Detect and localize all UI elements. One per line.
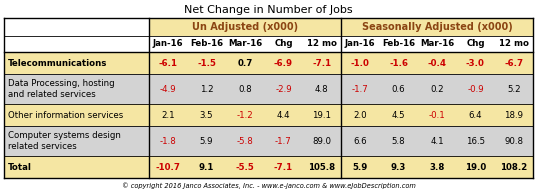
- Bar: [341, 18, 533, 36]
- Bar: [341, 36, 533, 52]
- Text: 0.2: 0.2: [430, 85, 444, 93]
- Text: 108.2: 108.2: [500, 163, 527, 172]
- Text: 4.4: 4.4: [277, 111, 290, 119]
- Bar: [341, 126, 533, 156]
- Text: -6.7: -6.7: [504, 58, 524, 68]
- Bar: [4, 18, 149, 36]
- Text: 2.0: 2.0: [353, 111, 367, 119]
- Text: Un Adjusted (x000): Un Adjusted (x000): [192, 22, 298, 32]
- Text: Telecommunications: Telecommunications: [8, 58, 107, 68]
- Text: 5.9: 5.9: [200, 136, 213, 146]
- Text: 89.0: 89.0: [313, 136, 331, 146]
- Text: -7.1: -7.1: [274, 163, 293, 172]
- Bar: [4, 74, 149, 104]
- Text: 6.6: 6.6: [353, 136, 367, 146]
- Text: Chg: Chg: [274, 40, 293, 48]
- Bar: [149, 126, 341, 156]
- Text: -1.8: -1.8: [160, 136, 177, 146]
- Text: 3.5: 3.5: [200, 111, 213, 119]
- Text: 4.1: 4.1: [430, 136, 444, 146]
- Bar: [341, 104, 533, 126]
- Text: -1.7: -1.7: [352, 85, 368, 93]
- Text: -6.1: -6.1: [159, 58, 178, 68]
- Bar: [149, 36, 341, 52]
- Text: 18.9: 18.9: [504, 111, 523, 119]
- Text: Mar-16: Mar-16: [228, 40, 262, 48]
- Text: -5.8: -5.8: [237, 136, 253, 146]
- Text: 3.8: 3.8: [429, 163, 445, 172]
- Text: Net Change in Number of Jobs: Net Change in Number of Jobs: [184, 5, 353, 15]
- Text: Other information services: Other information services: [8, 111, 124, 119]
- Text: -1.0: -1.0: [351, 58, 369, 68]
- Text: Chg: Chg: [466, 40, 485, 48]
- Text: © copyright 2016 Janco Associates, Inc. - www.e-janco.com & www.eJobDescription.: © copyright 2016 Janco Associates, Inc. …: [121, 183, 416, 189]
- Text: 9.1: 9.1: [199, 163, 214, 172]
- Text: 12 mo: 12 mo: [307, 40, 337, 48]
- Bar: [341, 156, 533, 178]
- Text: Mar-16: Mar-16: [420, 40, 454, 48]
- Text: -6.9: -6.9: [274, 58, 293, 68]
- Text: Feb-16: Feb-16: [190, 40, 223, 48]
- Text: 1.2: 1.2: [200, 85, 213, 93]
- Text: -7.1: -7.1: [312, 58, 331, 68]
- Text: Seasonally Adjusted (x000): Seasonally Adjusted (x000): [361, 22, 512, 32]
- Text: -1.7: -1.7: [275, 136, 292, 146]
- Text: 0.6: 0.6: [392, 85, 405, 93]
- Text: -10.7: -10.7: [156, 163, 180, 172]
- Text: -1.2: -1.2: [237, 111, 253, 119]
- Bar: [4, 52, 149, 74]
- Text: -4.9: -4.9: [160, 85, 177, 93]
- Text: -0.9: -0.9: [467, 85, 484, 93]
- Text: 19.1: 19.1: [313, 111, 331, 119]
- Text: 5.8: 5.8: [392, 136, 405, 146]
- Bar: [341, 52, 533, 74]
- Text: -1.6: -1.6: [389, 58, 408, 68]
- Text: 2.1: 2.1: [162, 111, 175, 119]
- Bar: [4, 126, 149, 156]
- Text: Jan-16: Jan-16: [153, 40, 184, 48]
- Text: Total: Total: [8, 163, 32, 172]
- Text: Data Processing, hosting
and related services: Data Processing, hosting and related ser…: [8, 79, 114, 99]
- Text: 19.0: 19.0: [465, 163, 486, 172]
- Bar: [4, 36, 149, 52]
- Text: 16.5: 16.5: [466, 136, 485, 146]
- Bar: [149, 52, 341, 74]
- Text: 5.9: 5.9: [353, 163, 368, 172]
- Text: 4.5: 4.5: [392, 111, 405, 119]
- Text: 0.8: 0.8: [238, 85, 252, 93]
- Text: -2.9: -2.9: [275, 85, 292, 93]
- Bar: [149, 74, 341, 104]
- Bar: [149, 18, 341, 36]
- Bar: [149, 156, 341, 178]
- Text: -0.4: -0.4: [427, 58, 446, 68]
- Text: 4.8: 4.8: [315, 85, 329, 93]
- Text: Jan-16: Jan-16: [345, 40, 375, 48]
- Text: 6.4: 6.4: [469, 111, 482, 119]
- Text: 0.7: 0.7: [237, 58, 253, 68]
- Bar: [4, 156, 149, 178]
- Bar: [341, 74, 533, 104]
- Text: 90.8: 90.8: [504, 136, 523, 146]
- Bar: [149, 104, 341, 126]
- Text: Feb-16: Feb-16: [382, 40, 415, 48]
- Text: -1.5: -1.5: [197, 58, 216, 68]
- Text: 12 mo: 12 mo: [499, 40, 529, 48]
- Text: 9.3: 9.3: [391, 163, 407, 172]
- Text: -3.0: -3.0: [466, 58, 485, 68]
- Text: -0.1: -0.1: [429, 111, 445, 119]
- Text: 5.2: 5.2: [507, 85, 520, 93]
- Text: 105.8: 105.8: [308, 163, 336, 172]
- Text: -5.5: -5.5: [236, 163, 255, 172]
- Bar: [4, 104, 149, 126]
- Text: Computer systems design
related services: Computer systems design related services: [8, 131, 121, 151]
